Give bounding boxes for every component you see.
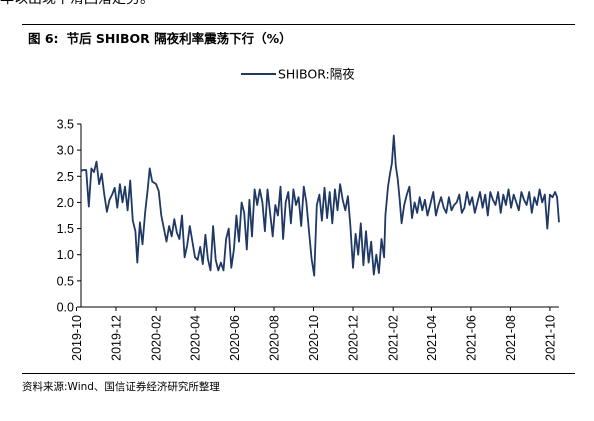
x-tick-label: 2021-02 — [387, 315, 401, 361]
x-tick-label: 2020-04 — [188, 315, 202, 361]
bottom-rule — [22, 373, 575, 374]
x-tick-label: 2021-08 — [504, 315, 518, 361]
y-tick-label: 2.0 — [57, 196, 74, 210]
x-tick-label: 2020-08 — [268, 315, 282, 361]
x-tick-label: 2019-10 — [70, 315, 84, 361]
top-rule — [22, 24, 575, 25]
y-tick-label: 0.0 — [57, 301, 74, 315]
x-tick-label: 2020-10 — [307, 315, 321, 361]
y-axis: 0.0 0.5 1.0 1.5 2.0 2.5 3.0 3.5 — [57, 118, 82, 315]
x-tick-label: 2021-06 — [464, 315, 478, 361]
figure-caption: 图 6: 节后 SHIBOR 隔夜利率震荡下行（%） — [28, 28, 292, 47]
y-tick-label: 0.5 — [57, 274, 74, 288]
x-tick-label: 2019-12 — [109, 315, 123, 361]
x-tick-label: 2020-06 — [228, 315, 242, 361]
y-tick-label: 3.5 — [57, 118, 74, 132]
legend: SHIBOR:隔夜 — [241, 67, 355, 82]
series-line-shibor-overnight — [80, 134, 560, 277]
y-tick-label: 1.0 — [57, 248, 74, 262]
plot-area — [80, 134, 560, 277]
figure-number: 图 6: — [28, 31, 59, 46]
x-tick-label: 2020-02 — [150, 315, 164, 361]
y-tick-label: 2.5 — [57, 170, 74, 184]
x-axis: 2019-10 2019-12 2020-02 2020-04 2020-06 2020-… — [70, 306, 559, 361]
y-tick-label: 3.0 — [57, 144, 74, 158]
x-tick-label: 2020-12 — [347, 315, 361, 361]
legend-label: SHIBOR:隔夜 — [278, 67, 355, 82]
figure-title: 节后 SHIBOR 隔夜利率震荡下行（%） — [66, 31, 292, 46]
source-note: 资料来源:Wind、国信证券经济研究所整理 — [22, 381, 220, 393]
previous-page-text: 年以出现下滑回落走势。 — [0, 0, 594, 8]
y-tick-label: 1.5 — [57, 222, 74, 236]
x-tick-label: 2021-04 — [425, 315, 439, 361]
x-tick-label: 2021-10 — [543, 315, 557, 361]
